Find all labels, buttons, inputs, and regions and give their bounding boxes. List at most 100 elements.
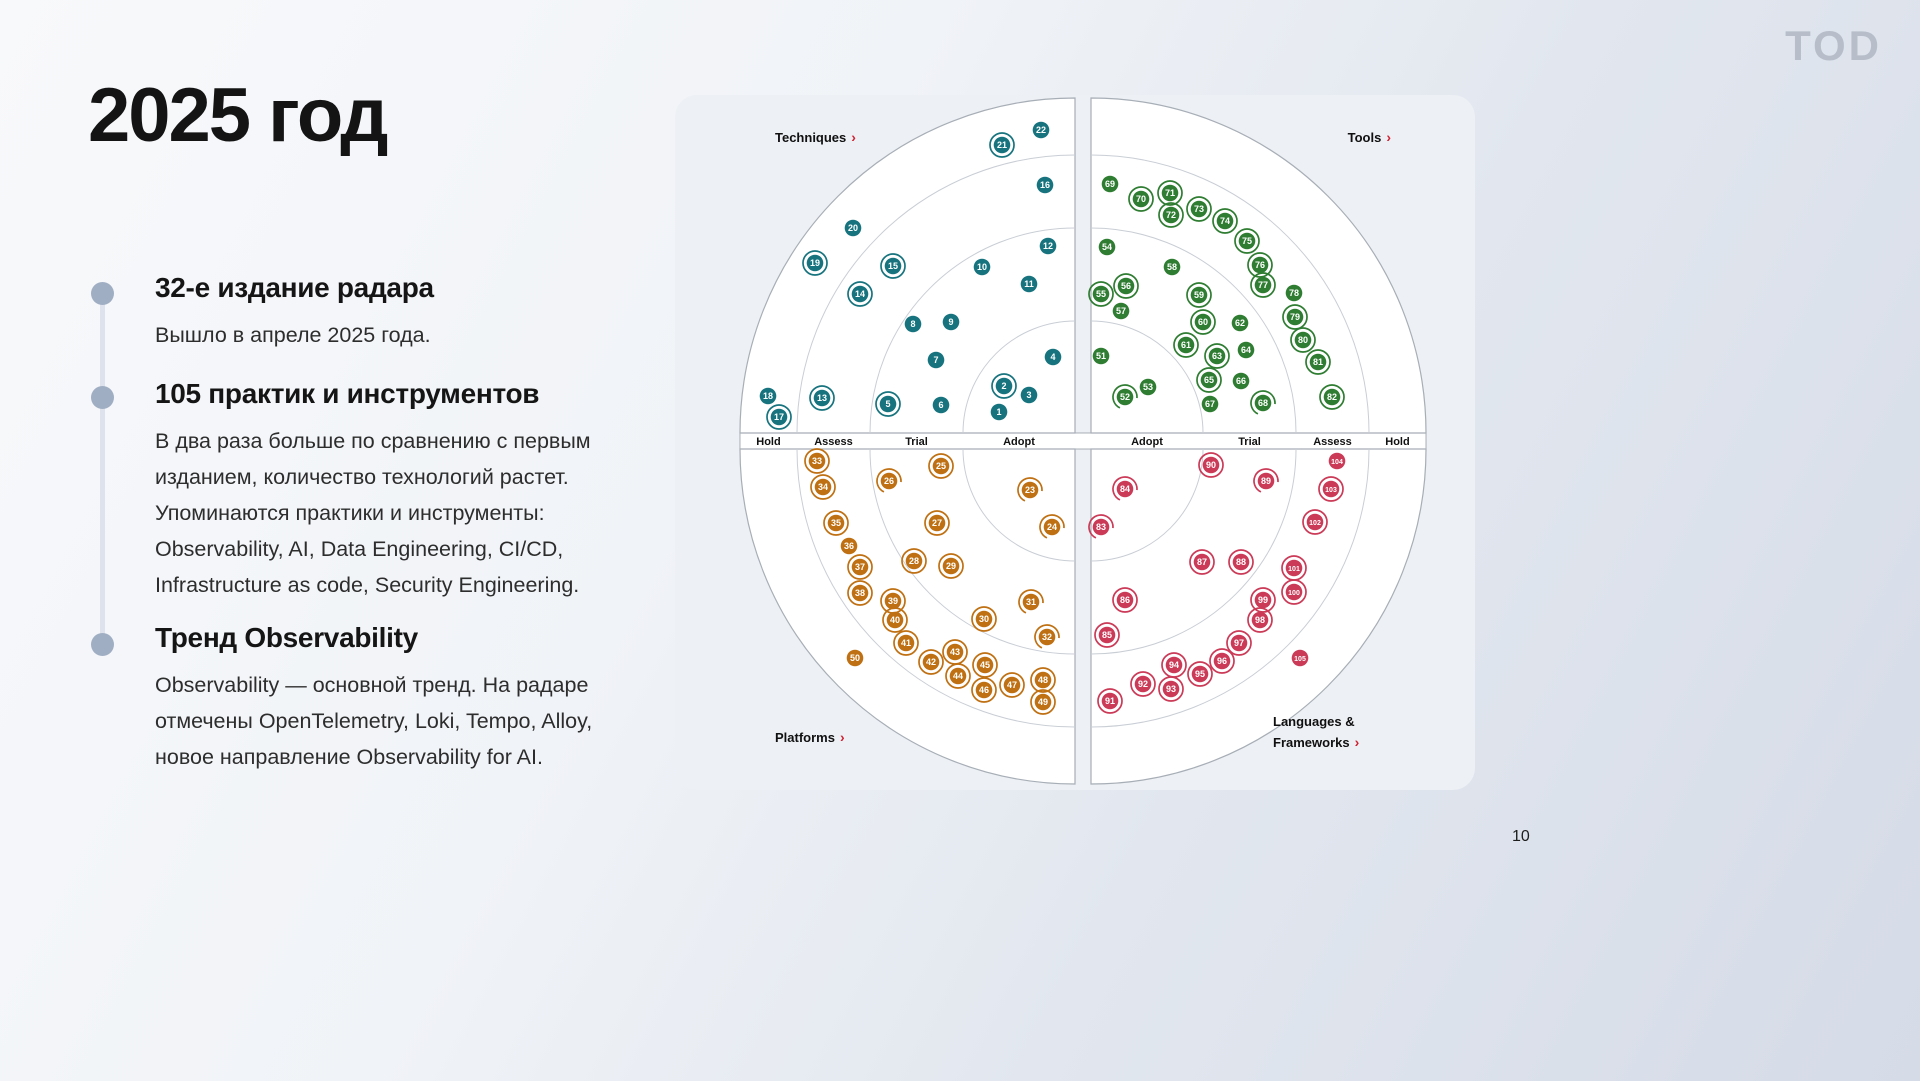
radar-blip: 33 <box>804 448 830 474</box>
chevron-right-icon: › <box>1354 733 1360 750</box>
radar-blip: 97 <box>1226 630 1252 656</box>
svg-text:57: 57 <box>1116 306 1126 316</box>
radar-blip: 35 <box>823 510 849 536</box>
radar-blip: 53 <box>1139 378 1157 396</box>
radar-ring-arc <box>796 154 1076 434</box>
svg-text:33: 33 <box>812 456 822 466</box>
radar-blip: 60 <box>1190 309 1216 335</box>
svg-text:1: 1 <box>996 407 1001 417</box>
svg-text:38: 38 <box>855 588 865 598</box>
radar-blip: 31 <box>1018 589 1044 615</box>
svg-text:51: 51 <box>1096 351 1106 361</box>
radar-blip: 103 <box>1318 476 1344 502</box>
radar-blip: 10 <box>973 258 991 276</box>
radar-card: Hold Assess Trial Adopt Adopt Trial Assess Hold… <box>675 95 1475 790</box>
svg-text:39: 39 <box>888 596 898 606</box>
radar-blip: 14 <box>847 281 873 307</box>
radar-blip: 73 <box>1186 196 1212 222</box>
svg-text:56: 56 <box>1121 281 1131 291</box>
radar-blip: 34 <box>810 474 836 500</box>
svg-text:104: 104 <box>1331 459 1343 466</box>
quadrant-label-tools[interactable]: Tools › <box>1348 127 1391 148</box>
radar-blip: 101 <box>1281 555 1307 581</box>
radar-blip: 72 <box>1158 202 1184 228</box>
svg-text:98: 98 <box>1255 615 1265 625</box>
svg-text:12: 12 <box>1043 241 1053 251</box>
radar-blip: 61 <box>1173 332 1199 358</box>
radar-blip: 70 <box>1128 186 1154 212</box>
svg-text:66: 66 <box>1236 376 1246 386</box>
svg-text:58: 58 <box>1167 262 1177 272</box>
svg-text:19: 19 <box>810 258 820 268</box>
svg-text:8: 8 <box>910 319 915 329</box>
svg-text:24: 24 <box>1047 522 1057 532</box>
radar-blip: 46 <box>971 677 997 703</box>
quadrant-label-platforms[interactable]: Platforms › <box>775 727 845 748</box>
section-radar-edition: 32-е издание радара Вышло в апреле 2025 … <box>155 272 627 353</box>
svg-text:49: 49 <box>1038 697 1048 707</box>
radar-blip: 80 <box>1290 327 1316 353</box>
bullet-dot <box>91 282 114 305</box>
svg-text:20: 20 <box>848 223 858 233</box>
svg-text:101: 101 <box>1288 566 1300 573</box>
radar-blip: 21 <box>989 132 1015 158</box>
radar-blip: 13 <box>809 385 835 411</box>
svg-text:40: 40 <box>890 615 900 625</box>
svg-text:95: 95 <box>1195 669 1205 679</box>
radar-axis-band <box>739 432 1427 450</box>
svg-text:91: 91 <box>1105 696 1115 706</box>
tod-logo: TOD <box>1785 22 1882 69</box>
radar-blip: 55 <box>1088 281 1114 307</box>
svg-text:73: 73 <box>1194 204 1204 214</box>
section-heading: 105 практик и инструментов <box>155 378 540 409</box>
radar-ring-arc <box>796 448 1076 728</box>
quadrant-label-languages-frameworks[interactable]: Languages & Frameworks › <box>1273 713 1395 753</box>
radar-blip: 3 <box>1020 386 1038 404</box>
radar-blip: 95 <box>1187 661 1213 687</box>
radar-blip: 42 <box>918 649 944 675</box>
ring-label: Trial <box>1238 436 1261 448</box>
svg-text:83: 83 <box>1096 522 1106 532</box>
radar-blip: 22 <box>1032 121 1050 139</box>
radar-blip: 102 <box>1302 509 1328 535</box>
svg-text:65: 65 <box>1204 375 1214 385</box>
svg-text:82: 82 <box>1327 392 1337 402</box>
svg-text:25: 25 <box>936 461 946 471</box>
svg-text:31: 31 <box>1026 597 1036 607</box>
svg-text:84: 84 <box>1120 484 1130 494</box>
svg-text:16: 16 <box>1040 180 1050 190</box>
radar-blip: 96 <box>1209 648 1235 674</box>
svg-text:29: 29 <box>946 561 956 571</box>
quadrant-label-techniques[interactable]: Techniques › <box>775 127 856 148</box>
svg-text:30: 30 <box>979 614 989 624</box>
radar-blip: 98 <box>1247 607 1273 633</box>
radar-blip: 2 <box>991 373 1017 399</box>
radar-blip: 105 <box>1291 649 1309 667</box>
radar-blip: 45 <box>972 652 998 678</box>
svg-text:14: 14 <box>855 289 865 299</box>
section-practices-count: 105 практик и инструментов В два раза бо… <box>155 378 627 603</box>
section-heading: 32-е издание радара <box>155 272 434 303</box>
svg-text:22: 22 <box>1036 125 1046 135</box>
radar-blip: 56 <box>1113 273 1139 299</box>
radar-ring-arc <box>1090 227 1297 434</box>
radar-blip: 67 <box>1201 395 1219 413</box>
radar-ring-arc <box>962 448 1076 562</box>
radar-blip: 63 <box>1204 343 1230 369</box>
radar-blip: 16 <box>1036 176 1054 194</box>
radar-blip: 99 <box>1250 587 1276 613</box>
section-body: Вышло в апреле 2025 года. <box>155 323 431 347</box>
svg-text:78: 78 <box>1289 288 1299 298</box>
svg-text:79: 79 <box>1290 312 1300 322</box>
svg-text:99: 99 <box>1258 595 1268 605</box>
ring-label: Adopt <box>1131 436 1163 448</box>
radar-blip: 48 <box>1030 667 1056 693</box>
quadrant-label-text: Languages & Frameworks <box>1273 714 1355 750</box>
ring-label: Assess <box>1313 436 1352 448</box>
svg-text:89: 89 <box>1261 476 1271 486</box>
radar-blip: 71 <box>1157 180 1183 206</box>
radar-blip: 5 <box>875 391 901 417</box>
svg-text:42: 42 <box>926 657 936 667</box>
chevron-right-icon: › <box>851 129 856 145</box>
section-body: В два раза больше по сравнению с первым … <box>155 429 591 597</box>
